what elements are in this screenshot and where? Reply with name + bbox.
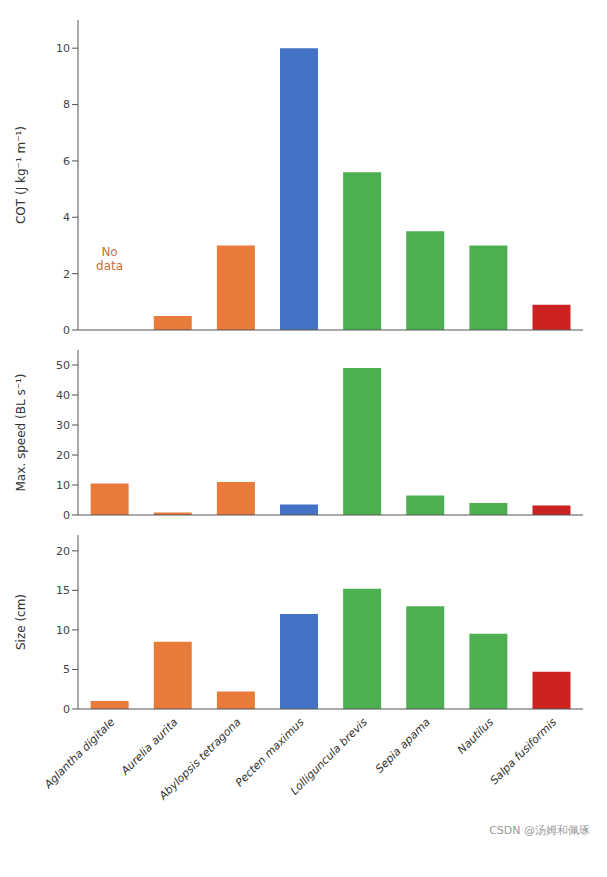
svg-text:6: 6 bbox=[63, 155, 70, 168]
svg-text:Aglantha digitale: Aglantha digitale bbox=[41, 715, 117, 791]
svg-text:0: 0 bbox=[63, 324, 70, 337]
svg-text:40: 40 bbox=[56, 389, 70, 402]
svg-text:Max. speed (BL s⁻¹): Max. speed (BL s⁻¹) bbox=[14, 374, 28, 492]
svg-text:Nautilus: Nautilus bbox=[455, 715, 496, 756]
svg-text:10: 10 bbox=[56, 624, 70, 637]
svg-text:0: 0 bbox=[63, 509, 70, 522]
svg-text:Pecten maximus: Pecten maximus bbox=[233, 715, 307, 789]
svg-text:20: 20 bbox=[56, 545, 70, 558]
svg-text:4: 4 bbox=[63, 211, 70, 224]
svg-text:Lolliguncula brevis: Lolliguncula brevis bbox=[288, 715, 370, 797]
svg-text:5: 5 bbox=[63, 663, 70, 676]
svg-text:Abylopsis tetragona: Abylopsis tetragona bbox=[156, 715, 244, 803]
svg-text:Salpa fusiformis: Salpa fusiformis bbox=[488, 715, 560, 787]
svg-text:Size (cm): Size (cm) bbox=[14, 594, 28, 650]
svg-text:15: 15 bbox=[56, 584, 70, 597]
svg-text:30: 30 bbox=[56, 419, 70, 432]
svg-text:COT (J kg⁻¹ m⁻¹): COT (J kg⁻¹ m⁻¹) bbox=[14, 126, 28, 224]
svg-text:50: 50 bbox=[56, 359, 70, 372]
html-text:CSDN @汤姆和佩琢: CSDN @汤姆和佩琢 bbox=[489, 824, 590, 837]
svg-text:Nodata: Nodata bbox=[96, 245, 123, 273]
svg-text:8: 8 bbox=[63, 98, 70, 111]
svg-text:10: 10 bbox=[56, 42, 70, 55]
svg-text:Sepia apama: Sepia apama bbox=[373, 715, 433, 775]
svg-text:0: 0 bbox=[63, 703, 70, 716]
svg-text:10: 10 bbox=[56, 479, 70, 492]
svg-text:Aurelia aurita: Aurelia aurita bbox=[118, 715, 181, 778]
svg-text:20: 20 bbox=[56, 449, 70, 462]
svg-text:2: 2 bbox=[63, 268, 70, 281]
